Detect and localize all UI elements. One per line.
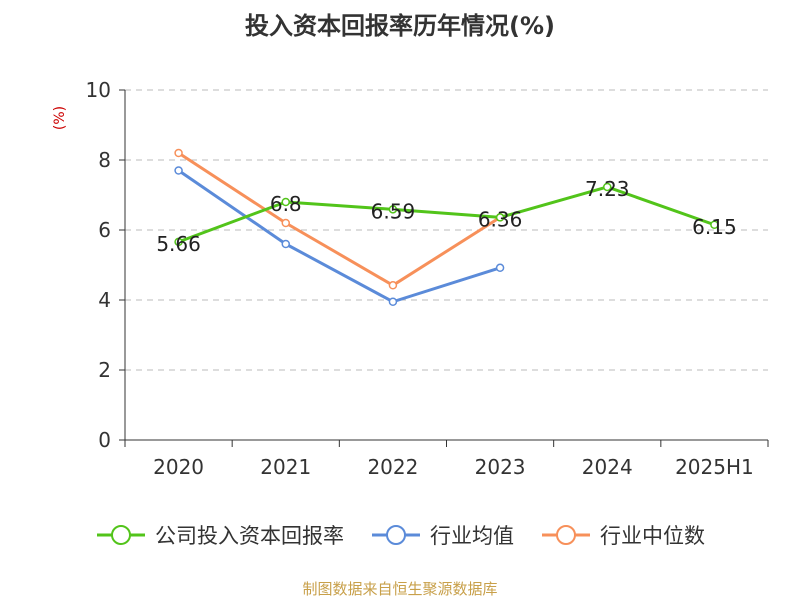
x-tick-label: 2024 (582, 455, 633, 479)
data-point (174, 166, 183, 175)
y-tick-label: 4 (98, 288, 111, 312)
data-label: 6.8 (270, 192, 302, 216)
x-tick-label: 2023 (475, 455, 526, 479)
legend-item[interactable]: 公司投入资本回报率 (95, 520, 344, 550)
source-note: 制图数据来自恒生聚源数据库 (302, 580, 498, 598)
data-label: 6.59 (371, 199, 416, 223)
x-tick-label: 2021 (260, 455, 311, 479)
data-point (710, 220, 719, 229)
data-point (174, 148, 183, 158)
y-tick-label: 0 (98, 428, 111, 452)
series-line (177, 169, 501, 304)
grid-lines (125, 89, 768, 371)
legend-swatch-icon (542, 525, 590, 545)
data-label: 5.66 (156, 232, 201, 256)
data-point (495, 263, 505, 273)
legend: 公司投入资本回报率 行业均值 行业中位数 (0, 520, 800, 550)
data-point (388, 281, 398, 290)
legend-label: 行业中位数 (600, 524, 705, 548)
series-line (177, 151, 501, 287)
y-tick-label: 8 (98, 148, 111, 172)
legend-item[interactable]: 行业中位数 (540, 520, 705, 550)
data-labels: 5.66 6.8 6.59 6.36 7.23 6.15 (156, 177, 736, 256)
data-point (388, 205, 398, 214)
legend-label: 行业均值 (430, 524, 514, 548)
data-point (281, 197, 290, 207)
x-tick-label: 2022 (367, 455, 418, 479)
axes: 0 2 4 6 8 10 2020 2021 2022 2023 2024 2025H1 (86, 78, 769, 479)
legend-item[interactable]: 行业均值 (370, 520, 514, 550)
y-tick-label: 6 (98, 218, 111, 242)
x-tick-label: 2025H1 (675, 455, 754, 479)
chart-title: 投入资本回报率历年情况(%) (245, 12, 555, 40)
series-line (178, 185, 715, 244)
data-point (388, 297, 398, 306)
y-tick-label: 2 (98, 358, 111, 382)
series-lines (174, 148, 719, 306)
data-point (174, 237, 183, 247)
data-label: 6.15 (692, 215, 737, 239)
data-label: 7.23 (585, 177, 630, 201)
x-tick-label: 2020 (153, 455, 204, 479)
data-point (603, 182, 612, 192)
legend-swatch-icon (372, 525, 420, 545)
data-label: 6.36 (478, 207, 523, 231)
y-tick-label: 10 (86, 78, 111, 102)
legend-swatch-icon (97, 525, 145, 545)
data-point (281, 239, 290, 249)
data-point (281, 218, 290, 228)
data-point (495, 213, 505, 222)
legend-label: 公司投入资本回报率 (155, 524, 344, 548)
